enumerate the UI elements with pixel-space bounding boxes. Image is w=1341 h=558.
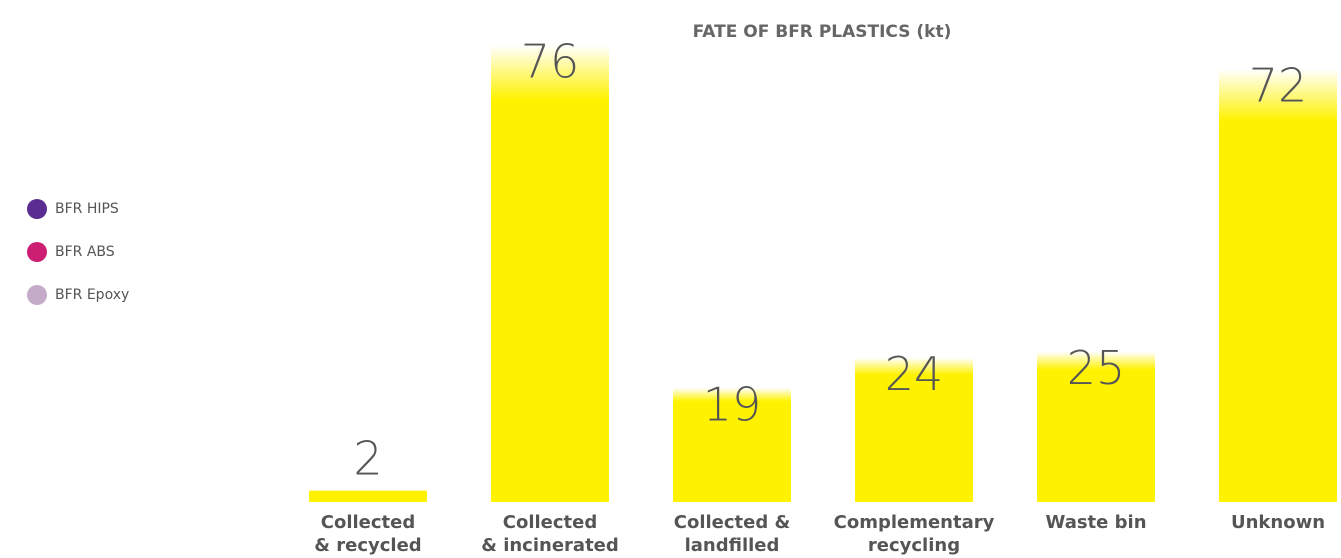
x-tick-label: Complementary [834, 512, 995, 533]
x-tick-label: Collected [503, 512, 598, 533]
value-label: 72 [1249, 59, 1308, 113]
value-label: 76 [521, 35, 580, 89]
bar [855, 357, 973, 502]
value-label: 25 [1067, 341, 1126, 395]
bar [309, 489, 427, 502]
x-tick-label: Waste bin [1045, 512, 1146, 533]
x-tick-label: & recycled [314, 535, 421, 556]
x-tick-label: & incinerated [481, 535, 619, 556]
legend-label: BFR ABS [55, 244, 115, 260]
legend-label: BFR Epoxy [55, 287, 129, 303]
value-label: 19 [703, 377, 762, 431]
x-tick-label: recycling [868, 535, 960, 556]
chart-title: FATE OF BFR PLASTICS (kt) [693, 22, 952, 42]
value-label: 2 [353, 431, 382, 485]
legend-swatch [27, 285, 47, 305]
x-tick-label: Collected [321, 512, 416, 533]
legend-swatch [27, 242, 47, 262]
bar [491, 45, 609, 502]
legend-swatch [27, 199, 47, 219]
x-tick-label: landfilled [685, 535, 780, 556]
bar [1037, 351, 1155, 502]
value-label: 24 [885, 347, 944, 401]
bar [673, 387, 791, 502]
bar [1219, 69, 1337, 502]
legend-label: BFR HIPS [55, 201, 119, 217]
x-tick-label: Unknown [1231, 512, 1325, 533]
x-tick-label: Collected & [674, 512, 790, 533]
